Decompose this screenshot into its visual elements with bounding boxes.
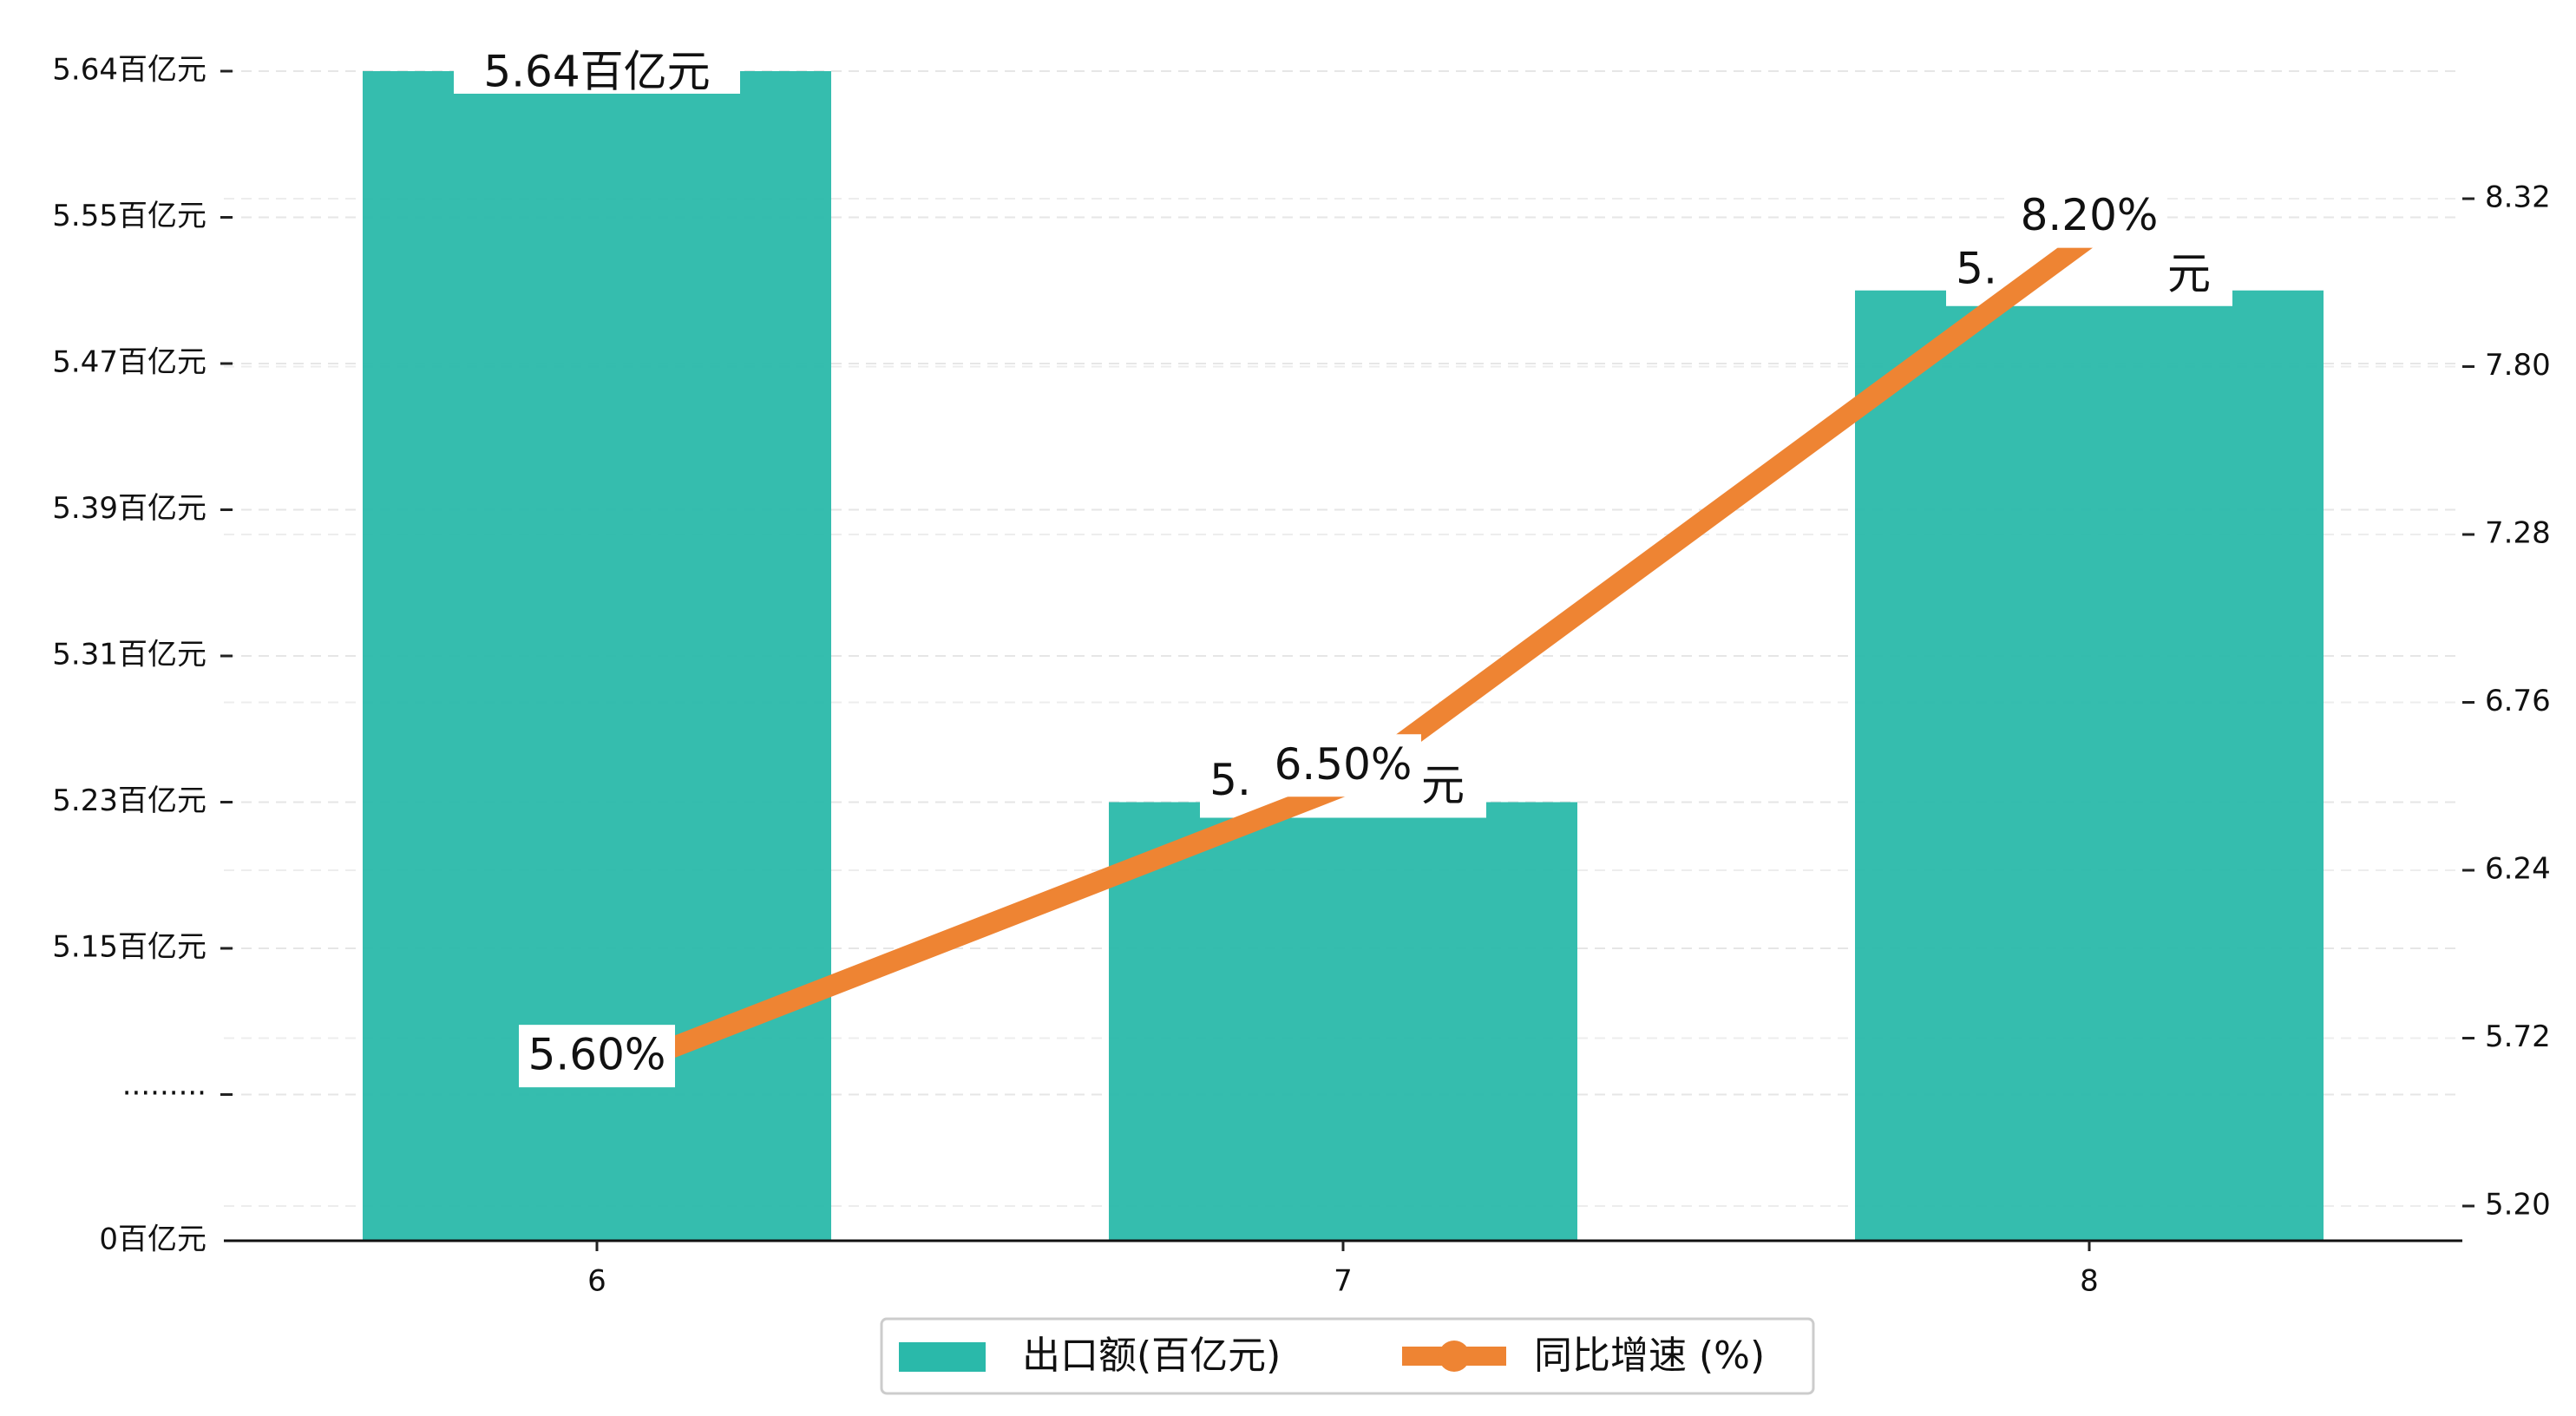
left-tick-label: 5.47百亿元: [52, 345, 206, 380]
bar-value-label-suffix: 元: [1421, 760, 1465, 810]
legend-box: [880, 1317, 1815, 1395]
right-tick-label: 8.32: [2485, 180, 2551, 215]
bar-value-label: 5.: [1956, 243, 1997, 293]
label-background: [1265, 734, 1421, 797]
left-tick-label: 5.31百亿元: [52, 638, 206, 672]
legend-swatch-bar: [899, 1342, 986, 1372]
bar-value-label: 5.: [1209, 755, 1251, 805]
legend-item-line: 同比增速 (%): [1402, 1334, 1765, 1378]
right-tick-label: 5.20: [2485, 1188, 2551, 1223]
right-tick-label: 7.28: [2485, 516, 2551, 551]
line-value-label: 8.20%: [2021, 190, 2159, 240]
line-data-label: 5.60%: [519, 1025, 675, 1088]
line-data-label: 8.20%: [2011, 185, 2167, 248]
bar: [1109, 802, 1577, 1241]
left-tick-label: 5.64百亿元: [52, 53, 206, 88]
label-background: [454, 40, 740, 94]
bar-data-label: 5. 元: [1946, 243, 2232, 306]
left-tick-label: ·········: [122, 1076, 206, 1111]
line-data-label: 6.50%: [1265, 734, 1421, 797]
x-tick-label: 7: [1334, 1264, 1353, 1299]
right-tick-label: 5.72: [2485, 1019, 2551, 1054]
legend-label: 同比增速 (%): [1534, 1334, 1765, 1378]
left-tick-label: 5.55百亿元: [52, 199, 206, 233]
left-tick-label: 5.15百亿元: [52, 930, 206, 965]
legend-swatch-marker: [1439, 1341, 1470, 1372]
right-tick-label: 6.24: [2485, 852, 2551, 887]
bar-series: [363, 71, 2324, 1241]
right-tick-label: 6.76: [2485, 684, 2551, 718]
label-background: [2011, 185, 2167, 248]
line-value-label: 5.60%: [528, 1030, 666, 1080]
right-tick-label: 7.80: [2485, 348, 2551, 383]
label-background: [519, 1025, 675, 1088]
bar-data-labels: 5.64百亿元 5. 元 5. 元: [454, 40, 2232, 818]
line-series: 5.60% 6.50% 8.20%: [519, 185, 2167, 1088]
legend-item-bar: 出口额(百亿元): [899, 1334, 1281, 1378]
axes: 0百亿元 ········· 5.15百亿元 5.23百亿元 5.31百亿元 5.39百亿…: [52, 53, 2550, 1299]
left-tick-label: 0百亿元: [99, 1223, 206, 1257]
left-tick-label: 5.39百亿元: [52, 491, 206, 526]
x-tick-label: 6: [587, 1264, 606, 1299]
bar-value-label-suffix: 元: [2167, 248, 2211, 298]
bar-value-label: 5.64百亿元: [483, 47, 710, 97]
bar: [1855, 290, 2324, 1241]
x-tick-label: 8: [2080, 1264, 2099, 1299]
bar-data-label: 5.64百亿元: [454, 40, 740, 97]
legend: 出口额(百亿元) 同比增速 (%): [880, 1317, 1815, 1395]
left-tick-label: 5.23百亿元: [52, 783, 206, 818]
line-value-label: 6.50%: [1275, 739, 1413, 790]
legend-label: 出口额(百亿元): [1022, 1334, 1281, 1378]
